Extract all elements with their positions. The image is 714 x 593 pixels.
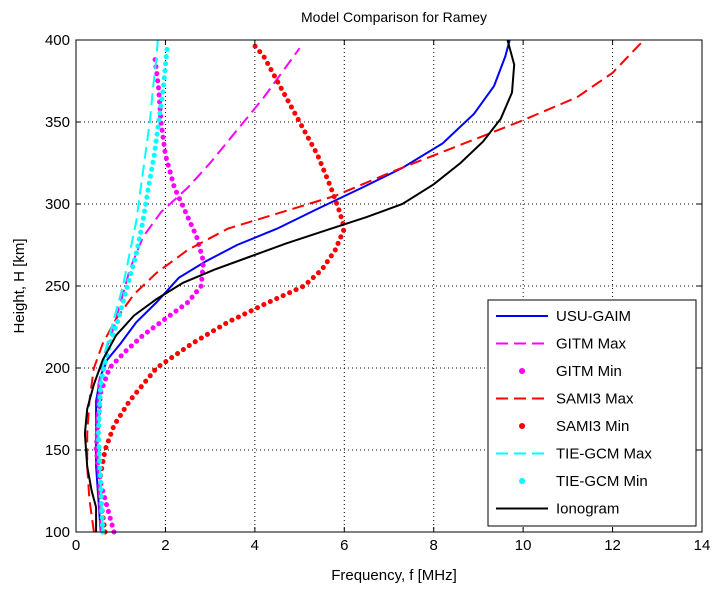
y-axis-label: Height, H [km] — [11, 238, 28, 333]
y-tick-label: 400 — [45, 32, 70, 49]
chart-title: Model Comparison for Ramey — [301, 9, 487, 25]
series-line-sami3-min — [98, 40, 347, 535]
y-tick-label: 150 — [45, 442, 70, 459]
y-tick-label: 350 — [45, 114, 70, 131]
x-tick-label: 6 — [340, 537, 348, 554]
series-line-tie-gcm-min — [95, 40, 171, 535]
legend-label-tie-gcm-max: TIE-GCM Max — [556, 446, 652, 463]
y-tick-label: 250 — [45, 278, 70, 295]
legend-label-gitm-max: GITM Max — [556, 336, 626, 353]
axes-box — [75, 39, 703, 533]
y-tick-label: 300 — [45, 196, 70, 213]
series-line-sami3-max — [86, 39, 645, 533]
x-tick-label: 12 — [604, 537, 621, 554]
x-tick-label: 14 — [694, 537, 711, 554]
x-tick-label: 8 — [430, 537, 438, 554]
series-line-gitm-min — [93, 50, 206, 535]
series-group — [83, 39, 645, 535]
series-line-ionogram — [83, 39, 516, 532]
legend: USU-GAIM GITM Max GITM Min SAMI3 Max SAMI3 M… — [487, 299, 697, 527]
x-tick-label: 0 — [72, 537, 80, 554]
legend-label-usu-gaim: USU-GAIM — [556, 308, 631, 325]
y-tick-label: 100 — [45, 524, 70, 541]
legend-label-sami3-max: SAMI3 Max — [556, 391, 634, 408]
legend-label-gitm-min: GITM Min — [556, 363, 622, 380]
x-tick-label: 2 — [161, 537, 169, 554]
legend-label-tie-gcm-min: TIE-GCM Min — [556, 473, 648, 490]
x-tick-label: 4 — [251, 537, 259, 554]
legend-box — [487, 299, 697, 527]
y-tick-label: 200 — [45, 360, 70, 377]
x-axis-label: Frequency, f [MHz] — [331, 567, 457, 584]
legend-label-ionogram: Ionogram — [556, 501, 619, 518]
legend-label-sami3-min: SAMI3 Min — [556, 418, 629, 435]
x-tick-label: 10 — [515, 537, 532, 554]
axes: 0 2 4 6 8 10 12 14 100 150 200 250 300 350 400 — [45, 32, 710, 554]
